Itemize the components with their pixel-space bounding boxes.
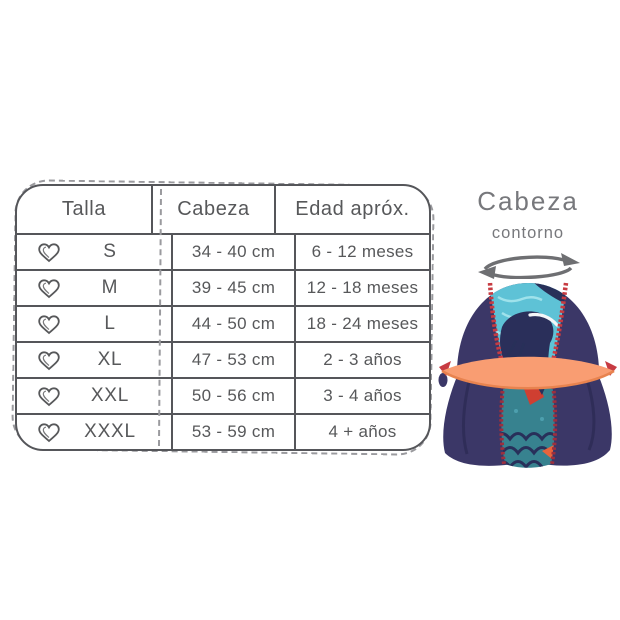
cell-size: XXXL	[17, 415, 171, 449]
size-value: XL	[97, 349, 123, 370]
heart-icon	[38, 422, 60, 442]
cell-size: XL	[17, 343, 171, 377]
table-row: XXXL 53 - 59 cm 4 + años	[17, 413, 429, 449]
heart-icon	[38, 386, 60, 406]
heart-icon	[38, 278, 60, 298]
table-row: XXL 50 - 56 cm 3 - 4 años	[17, 377, 429, 413]
size-value: S	[103, 241, 117, 262]
cell-head: 44 - 50 cm	[171, 307, 296, 341]
cell-head: 39 - 45 cm	[171, 271, 296, 305]
cell-size: XXL	[17, 379, 171, 413]
cell-head: 34 - 40 cm	[171, 235, 296, 269]
cell-age: 18 - 24 meses	[306, 314, 419, 333]
header-cabeza: Cabeza	[151, 186, 276, 233]
diagram-subtitle: contorno	[491, 224, 565, 242]
cell-head: 53 - 59 cm	[171, 415, 296, 449]
cell-age: 2 - 3 años	[323, 350, 402, 369]
cell-size: M	[17, 271, 171, 305]
cell-head: 50 - 56 cm	[171, 379, 296, 413]
head-measure-diagram: Cabeza contorno	[436, 186, 620, 475]
size-value: M	[101, 277, 119, 298]
table-row: XL 47 - 53 cm 2 - 3 años	[17, 341, 429, 377]
table-header-row: Talla Cabeza Edad apróx.	[17, 186, 429, 233]
header-talla: Talla	[61, 198, 107, 220]
hat-brim	[442, 356, 614, 389]
cell-size: L	[17, 307, 171, 341]
table-row: M 39 - 45 cm 12 - 18 meses	[17, 269, 429, 305]
diagram-title: Cabeza	[477, 186, 579, 216]
rotate-arrows-icon	[478, 253, 580, 279]
cell-age: 3 - 4 años	[323, 386, 402, 405]
cell-age: 6 - 12 meses	[311, 242, 414, 261]
cell-head: 47 - 53 cm	[171, 343, 296, 377]
size-table-frame: Talla Cabeza Edad apróx. S 34 - 40 cm 6 …	[15, 184, 431, 451]
size-value: L	[104, 313, 116, 334]
size-value: XXXL	[84, 421, 136, 442]
cell-age: 12 - 18 meses	[306, 278, 419, 297]
size-table: Talla Cabeza Edad apróx. S 34 - 40 cm 6 …	[11, 179, 435, 456]
heart-icon	[38, 242, 60, 262]
header-edad: Edad apróx.	[295, 198, 410, 220]
heart-icon	[38, 350, 60, 370]
heart-icon	[38, 314, 60, 334]
cell-size: S	[17, 235, 171, 269]
cell-age: 4 + años	[328, 422, 397, 441]
table-row: S 34 - 40 cm 6 - 12 meses	[17, 233, 429, 269]
table-row: L 44 - 50 cm 18 - 24 meses	[17, 305, 429, 341]
sun-hat-image	[438, 282, 617, 468]
size-value: XXL	[90, 385, 130, 406]
